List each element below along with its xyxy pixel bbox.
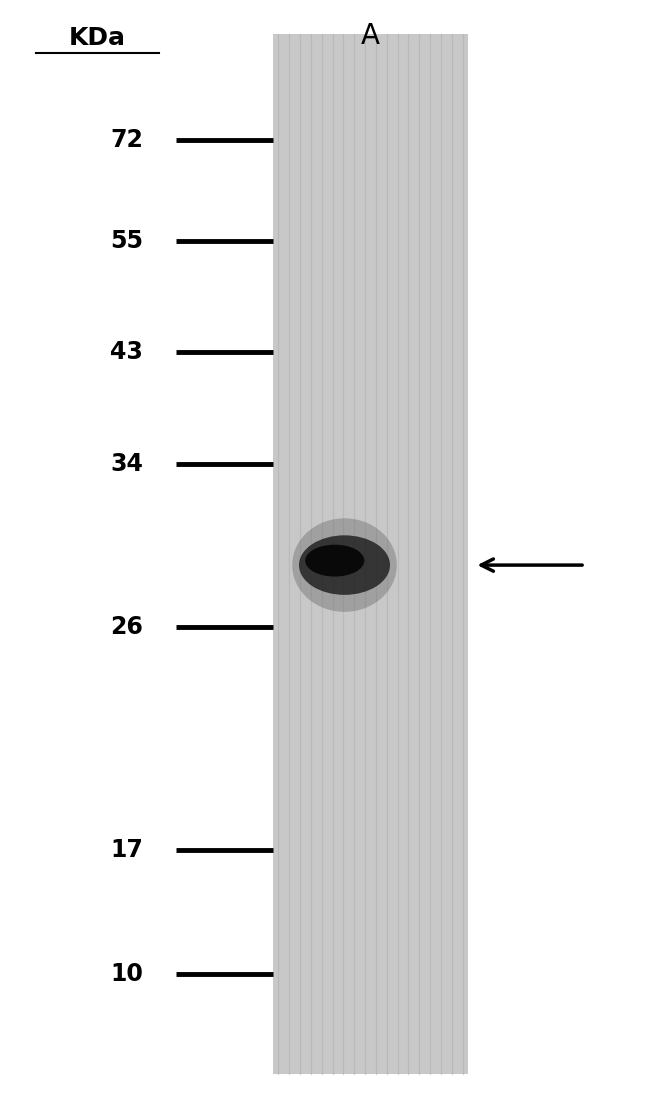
Ellipse shape — [299, 535, 390, 595]
Text: 43: 43 — [110, 340, 143, 365]
Text: 10: 10 — [110, 961, 143, 986]
Text: 26: 26 — [110, 614, 143, 639]
Text: A: A — [361, 22, 380, 50]
Text: 17: 17 — [110, 838, 143, 863]
Bar — [273, 34, 468, 1074]
Ellipse shape — [306, 545, 364, 576]
Text: 55: 55 — [110, 228, 143, 253]
Ellipse shape — [292, 518, 396, 612]
Text: 34: 34 — [110, 452, 143, 477]
Text: KDa: KDa — [69, 27, 126, 50]
Text: 72: 72 — [110, 128, 143, 152]
